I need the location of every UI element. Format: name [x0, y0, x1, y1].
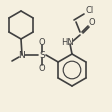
Text: O: O [38, 38, 45, 46]
Text: O: O [38, 64, 45, 72]
Text: Cl: Cl [85, 5, 93, 14]
Text: S: S [39, 51, 44, 59]
Text: O: O [88, 17, 94, 27]
Text: HN: HN [61, 38, 74, 46]
Text: N: N [18, 51, 25, 59]
